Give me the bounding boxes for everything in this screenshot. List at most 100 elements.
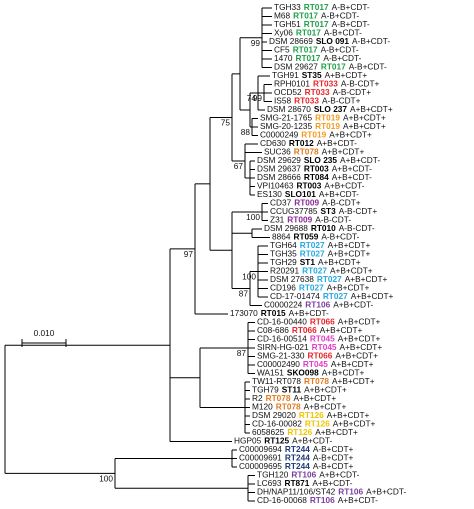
leaf-label: DSM 27638 RT027 A+B+CDT+ [270, 274, 388, 284]
toxin-profile: A+B+CDT+ [328, 249, 371, 259]
ribotype: RT009 [287, 215, 312, 225]
leaf-label: CD-16-00068 RT106 A+B+CDT- [257, 495, 378, 505]
ribotype: RT244 [285, 453, 310, 463]
strain: TGH51 [274, 19, 301, 29]
leaf-label: LC693 RT871 A+B+CDT- [257, 478, 353, 488]
leaf-label: C0000249 RT019 A+B+CDT+ [260, 130, 372, 140]
strain: HGP05 [234, 436, 262, 446]
leaf-label: DSM 29020 RT126 A+B+CDT+ [252, 410, 370, 420]
toxin-profile: A+B+CDT+ [315, 427, 358, 437]
strain: SIRN-HG-021 [257, 342, 309, 352]
ribotype: RT078 [276, 402, 301, 412]
strain: TGH91 [272, 70, 299, 80]
leaf-label: CF5 RT017 A-B+CDT- [274, 45, 359, 55]
strain: SMG-20-1235 [260, 121, 312, 131]
bootstrap: 88 [241, 127, 251, 137]
toxin-profile: A+B+CDT- [319, 189, 359, 199]
ribotype: RT078 [294, 147, 319, 157]
strain: M68 [274, 11, 291, 21]
ribotype: RT106 [338, 487, 363, 497]
ribotype: RT106 [310, 495, 335, 505]
ribotype: RT106 [305, 300, 330, 310]
ribotype: RT078 [266, 393, 291, 403]
strain: CD-17-01474 [270, 291, 320, 301]
strain: SMG-21-330 [257, 351, 305, 361]
ribotype: RT084 [304, 172, 329, 182]
bootstrap: 87 [239, 289, 249, 299]
toxin-profile: A-B+CDT- [349, 62, 387, 72]
ribotype: RT033 [305, 87, 330, 97]
ribotype: RT871 [284, 478, 309, 488]
toxin-profile: A-B+CDT- [321, 45, 359, 55]
toxin-profile: A-B-CDT+ [341, 79, 380, 89]
leaf-label: TGH33 RT017 A-B+CDT- [274, 2, 370, 12]
toxin-profile: A+B+CDT+ [327, 410, 370, 420]
ribotype: RT027 [299, 283, 324, 293]
ribotype: RT066 [308, 351, 333, 361]
leaf-label: C00009694 RT244 A-B+CDT+ [239, 444, 354, 454]
ribotype: RT010 [311, 223, 336, 233]
leaf-label: CD-16-00082 RT126 A+B+CDT+ [252, 419, 376, 429]
strain: SMG-21-1765 [260, 113, 312, 123]
ribotype: SLO 235 [304, 155, 338, 165]
ribotype: SLO 237 [314, 104, 348, 114]
strain: OCD52 [274, 87, 302, 97]
leaf-label: DSM 29627 RT017 A-B+CDT- [274, 62, 387, 72]
ribotype: RT033 [294, 96, 319, 106]
toxin-profile: A+B+CDT+ [328, 240, 371, 250]
toxin-profile: A+B+CDT+ [294, 393, 337, 403]
leaf-label: CD-16-00440 RT066 A+B+CDT+ [257, 317, 381, 327]
bootstrap: 100 [242, 272, 256, 282]
leaf-label: 1470 RT017 A-B+CDT- [274, 53, 362, 63]
ribotype: RT045 [312, 342, 337, 352]
strain: 1470 [274, 53, 293, 63]
toxin-profile: A-B-CDT- [339, 223, 375, 233]
strain: DSM 28666 [257, 172, 301, 182]
toxin-profile: A+B+CDT- [332, 172, 372, 182]
ribotype: RT045 [303, 359, 328, 369]
leaf-label: SIRN-HG-021 RT045 A+B+CDT+ [257, 342, 382, 352]
strain: Z31 [270, 215, 285, 225]
leaf-label: SMG-21-1765 RT019 A+B+CDT+ [260, 113, 386, 123]
ribotype: RT009 [294, 198, 319, 208]
toxin-profile: A+B+CDT+ [338, 317, 381, 327]
toxin-profile: A+B+CDT- [340, 155, 380, 165]
toxin-profile: A+B+CDT+ [343, 121, 386, 131]
toxin-profile: A+B+CDT- [366, 487, 406, 497]
leaf-label: TGH29 ST1 A+B+CDT+ [270, 257, 361, 267]
strain: C00009691 [239, 453, 282, 463]
ribotype: SKO098 [287, 368, 319, 378]
strain: CD-16-00514 [257, 334, 307, 344]
ribotype: ST3 [321, 206, 337, 216]
strain: C00009695 [239, 461, 282, 471]
toxin-profile: A-B-CDT+ [322, 96, 361, 106]
toxin-profile: A+B+CDT- [289, 308, 329, 318]
toxin-profile: A+B+CDT- [312, 478, 352, 488]
strain: WA151 [257, 368, 284, 378]
strain: TW11-RT078 [252, 376, 301, 386]
ribotype: RT019 [315, 121, 340, 131]
leaf-label: CD-17-01474 RT027 A+B+CDT+ [270, 291, 394, 301]
strain: C0000224 [264, 300, 303, 310]
strain: TGH29 [270, 257, 297, 267]
toxin-profile: A+B+CDT- [319, 470, 359, 480]
leaf-label: Z31 RT009 A-B-CDT- [270, 215, 351, 225]
leaf-label: WA151 SKO098 A+B+CDT+ [257, 368, 365, 378]
leaf-label: TGH64 RT027 A+B+CDT+ [270, 240, 370, 250]
ribotype: RT045 [310, 334, 335, 344]
leaf-label: SMG-20-1235 RT019 A+B+CDT+ [260, 121, 386, 131]
strain: CD37 [270, 198, 292, 208]
ribotype: RT126 [305, 419, 330, 429]
strain: CD196 [270, 283, 296, 293]
ribotype: RT244 [285, 461, 310, 471]
ribotype: RT244 [285, 444, 310, 454]
strain: RPH0101 [274, 79, 310, 89]
leaf-label: 8864 RT059 A-B+CDT- [272, 232, 360, 242]
toxin-profile: A-B+CDT- [332, 19, 370, 29]
toxin-profile: A+B+CDT- [333, 300, 373, 310]
leaf-label: OCD52 RT033 A-B-CDT+ [274, 87, 371, 97]
toxin-profile: A+B+CDT+ [331, 359, 374, 369]
toxin-profile: A+B+CDT+ [335, 351, 378, 361]
toxin-profile: A-B+CDT+ [313, 444, 354, 454]
